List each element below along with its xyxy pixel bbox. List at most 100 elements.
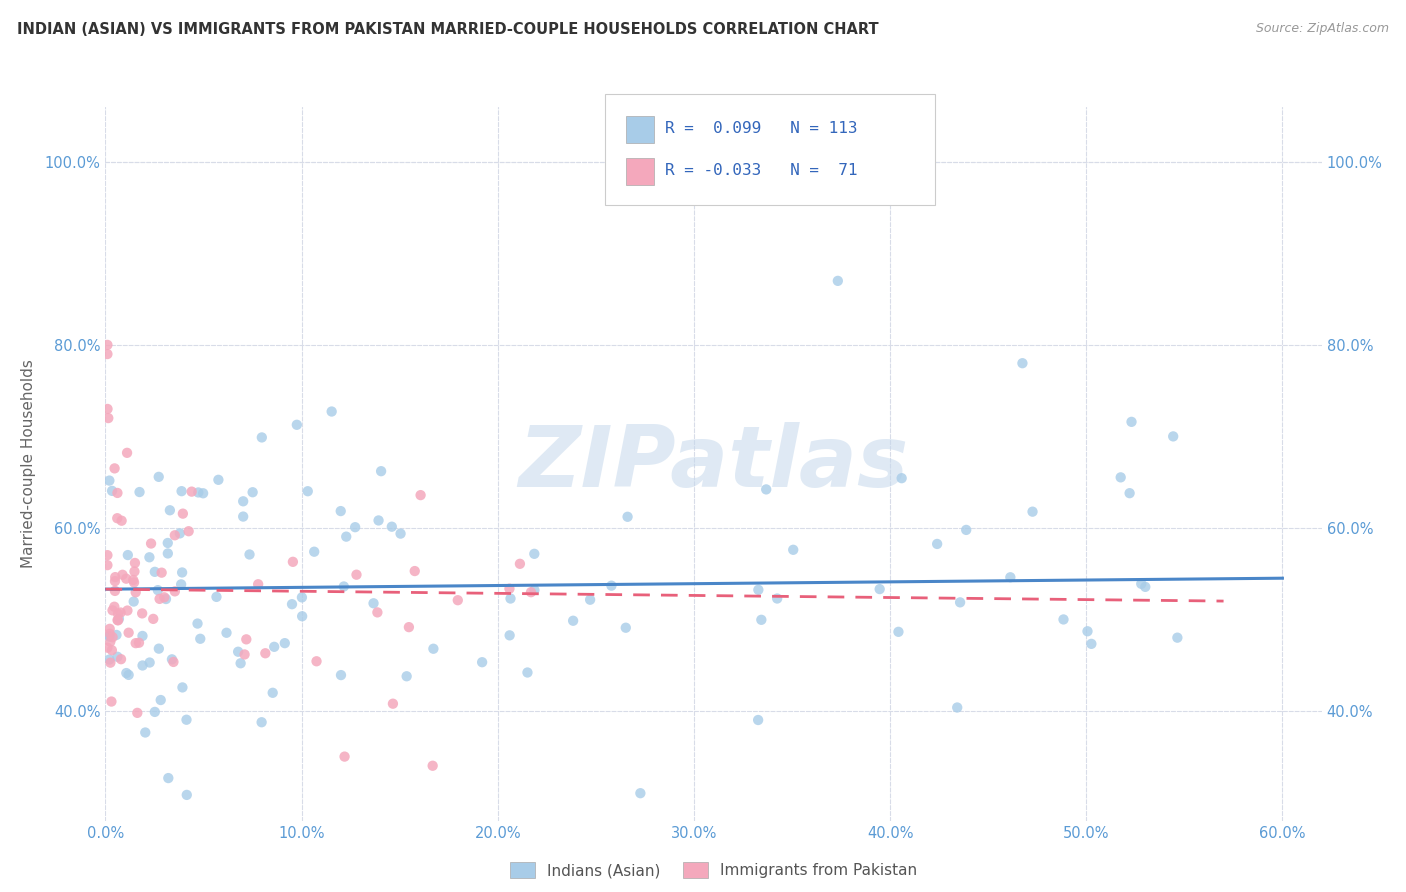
Point: [148, 470, 170, 484]
Point: [149, 693, 172, 707]
Point: [104, 461, 127, 475]
Point: [134, 725, 156, 739]
Point: [101, 483, 124, 498]
Point: [188, 632, 211, 646]
Point: [146, 583, 169, 598]
Point: [138, 550, 160, 565]
Point: [107, 649, 129, 664]
Point: [297, 484, 319, 499]
Point: [628, 786, 651, 800]
Point: [159, 503, 181, 517]
Point: [747, 582, 769, 597]
Point: [122, 573, 145, 587]
Point: [395, 669, 418, 683]
Point: [404, 564, 426, 578]
Point: [156, 546, 179, 560]
Point: [156, 536, 179, 550]
Point: [523, 547, 546, 561]
Point: [101, 643, 124, 657]
Point: [235, 632, 257, 647]
Point: [242, 485, 264, 500]
Point: [498, 628, 520, 642]
Point: [232, 509, 254, 524]
Point: [115, 446, 138, 460]
Point: [98, 622, 121, 636]
Text: ZIPatlas: ZIPatlas: [519, 422, 908, 506]
Point: [96, 347, 118, 361]
Point: [579, 592, 602, 607]
Point: [149, 591, 172, 606]
Point: [321, 404, 343, 418]
Point: [381, 697, 404, 711]
Point: [107, 486, 129, 500]
Point: [170, 577, 193, 591]
Point: [160, 652, 183, 666]
Point: [128, 636, 150, 650]
Point: [302, 545, 325, 559]
Point: [291, 609, 314, 624]
Point: [128, 485, 150, 500]
Point: [96, 558, 118, 573]
Point: [766, 591, 789, 606]
Point: [110, 606, 132, 620]
Point: [1130, 576, 1153, 591]
Point: [946, 700, 969, 714]
Point: [498, 582, 520, 596]
Point: [139, 536, 162, 550]
Point: [131, 658, 153, 673]
Point: [233, 648, 256, 662]
Point: [101, 630, 124, 644]
Point: [107, 607, 129, 621]
Point: [103, 599, 125, 614]
Point: [827, 274, 849, 288]
Point: [155, 592, 177, 607]
Point: [520, 585, 543, 599]
Point: [262, 686, 284, 700]
Point: [115, 572, 138, 586]
Point: [172, 681, 194, 695]
Point: [125, 585, 148, 599]
Point: [335, 530, 357, 544]
Point: [949, 595, 972, 609]
Point: [104, 570, 127, 584]
Point: [127, 706, 149, 720]
Y-axis label: Married-couple Households: Married-couple Households: [21, 359, 37, 568]
Point: [232, 494, 254, 508]
Point: [172, 566, 194, 580]
Point: [177, 524, 200, 539]
Point: [749, 613, 772, 627]
Point: [614, 621, 637, 635]
Point: [755, 483, 778, 497]
Legend: Indians (Asian), Immigrants from Pakistan: Indians (Asian), Immigrants from Pakista…: [505, 855, 922, 884]
Point: [215, 625, 238, 640]
Point: [927, 537, 949, 551]
Point: [115, 666, 138, 681]
Point: [117, 625, 139, 640]
Point: [96, 640, 118, 655]
Point: [138, 656, 160, 670]
Text: R =  0.099   N = 113: R = 0.099 N = 113: [665, 121, 858, 136]
Point: [367, 513, 389, 527]
Point: [110, 514, 132, 528]
Point: [96, 401, 118, 416]
Point: [344, 520, 367, 534]
Text: R = -0.033   N =  71: R = -0.033 N = 71: [665, 163, 858, 178]
Point: [281, 555, 304, 569]
Point: [176, 713, 198, 727]
Point: [96, 548, 118, 562]
Point: [247, 577, 270, 591]
Point: [363, 596, 385, 610]
Point: [226, 645, 249, 659]
Point: [281, 597, 304, 611]
Point: [101, 603, 124, 617]
Point: [250, 430, 273, 444]
Point: [523, 583, 546, 598]
Point: [163, 528, 186, 542]
Point: [1052, 612, 1074, 626]
Point: [1011, 356, 1033, 370]
Point: [1161, 429, 1184, 443]
Point: [381, 519, 404, 533]
Point: [1076, 624, 1098, 639]
Point: [191, 486, 214, 500]
Point: [104, 574, 127, 588]
